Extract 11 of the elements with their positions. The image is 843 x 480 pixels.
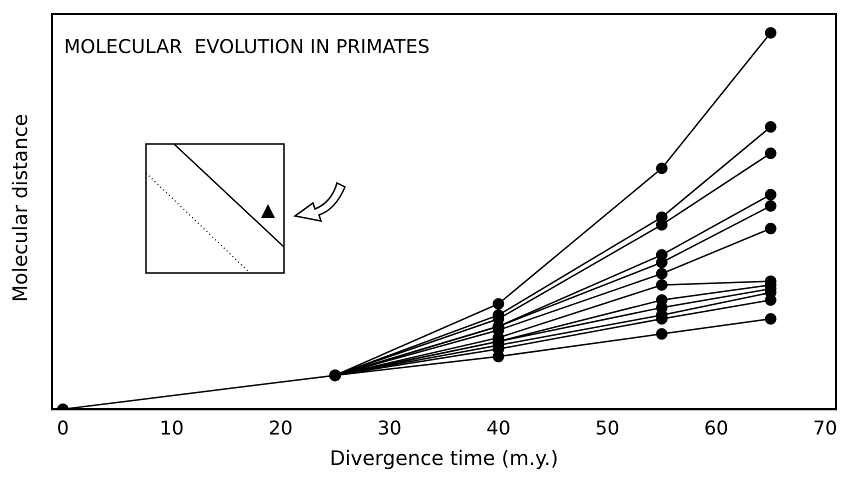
x-tick-label: 70 bbox=[813, 418, 838, 440]
x-tick-label: 40 bbox=[486, 418, 511, 440]
x-tick-label: 30 bbox=[377, 418, 402, 440]
x-tick-label: 50 bbox=[595, 418, 620, 440]
x-tick-label: 0 bbox=[56, 418, 69, 440]
x-axis-title: Divergence time (m.y.) bbox=[330, 446, 558, 470]
x-tick-label: 60 bbox=[704, 418, 728, 440]
chart-title: MOLECULAR EVOLUTION IN PRIMATES bbox=[64, 36, 430, 58]
x-tick-label: 10 bbox=[160, 418, 184, 440]
x-tick-label: 20 bbox=[268, 418, 293, 440]
y-axis-title: Molecular distance bbox=[8, 114, 32, 302]
